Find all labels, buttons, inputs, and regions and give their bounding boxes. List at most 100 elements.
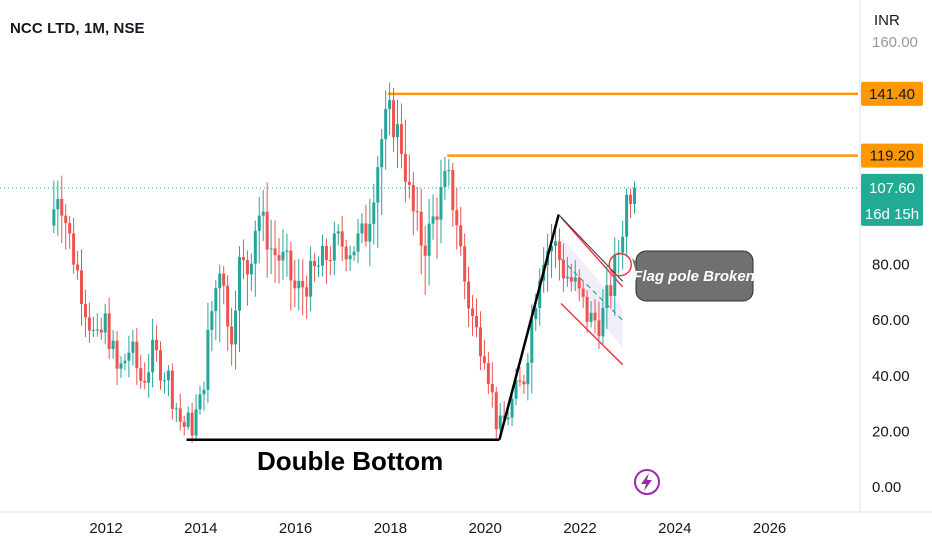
candle-up	[198, 394, 202, 410]
candle-up	[388, 100, 392, 109]
candle-up	[123, 360, 127, 364]
price-tag-label: 141.40	[869, 86, 915, 103]
price-tag-label: 119.20	[870, 148, 915, 165]
candle-up	[261, 211, 265, 216]
flag-pole-extension	[558, 214, 624, 282]
candle-down	[407, 181, 411, 185]
candle-down	[159, 350, 163, 381]
candle-down	[99, 329, 103, 333]
candle-down	[629, 194, 633, 204]
candle-up	[285, 250, 289, 252]
x-tick-label: 2014	[184, 520, 217, 537]
candle-up	[206, 330, 210, 390]
candle-up	[380, 139, 384, 168]
trend-lines[interactable]	[186, 214, 624, 441]
candle-up	[127, 352, 131, 361]
candle-down	[60, 199, 64, 216]
candle-up	[625, 194, 629, 237]
candle-down	[411, 184, 415, 212]
candle-down	[265, 211, 269, 250]
candle-down	[64, 215, 68, 224]
flag-channel-upper[interactable]	[560, 216, 624, 288]
candle-down	[403, 153, 407, 182]
candle-down	[182, 421, 186, 427]
flag-pole-line[interactable]	[498, 214, 560, 441]
candle-down	[293, 280, 297, 289]
y-tick-label: 40.00	[872, 368, 910, 385]
candle-up	[56, 199, 60, 210]
candle-up	[320, 245, 324, 266]
candle-up	[372, 202, 376, 224]
flag-channel-lower[interactable]	[560, 302, 624, 366]
candle-up	[613, 254, 617, 296]
candle-down	[455, 210, 459, 226]
price-tag-last-label: 107.60	[869, 180, 915, 197]
x-tick-label: 2020	[469, 520, 502, 537]
candle-up	[443, 170, 447, 187]
annotation-flag-pole-broken[interactable]: Flag pole Broken	[633, 268, 755, 285]
candle-down	[245, 260, 249, 275]
candle-down	[289, 250, 293, 281]
candle-down	[72, 233, 76, 265]
candle-up	[554, 241, 558, 246]
flash-icon[interactable]	[634, 469, 660, 495]
candle-up	[91, 329, 95, 331]
candle-down	[463, 246, 467, 282]
price-axis: 0.00 20.00 40.00 60.00 80.00 160.00	[859, 0, 918, 512]
candle-down	[364, 223, 368, 242]
x-tick-label: 2024	[658, 520, 691, 537]
candle-up	[356, 233, 360, 252]
candles-layer[interactable]	[52, 82, 637, 443]
x-tick-label: 2026	[753, 520, 786, 537]
candle-up	[368, 223, 372, 242]
candle-up	[131, 341, 135, 353]
candle-up	[269, 248, 273, 250]
candle-up	[498, 415, 502, 430]
candle-down	[581, 288, 585, 297]
candle-up	[336, 231, 340, 234]
candle-up	[550, 245, 554, 252]
candle-up	[506, 417, 510, 420]
candle-up	[257, 215, 261, 231]
callout-pointer	[632, 258, 636, 272]
candle-down	[241, 257, 245, 261]
symbol-title[interactable]: NCC LTD, 1M, NSE	[10, 20, 145, 37]
candle-down	[226, 285, 230, 327]
candle-down	[178, 408, 182, 422]
candle-down	[80, 270, 84, 305]
resistance-lines[interactable]	[0, 92, 858, 189]
candle-up	[348, 255, 352, 260]
candle-up	[186, 412, 190, 427]
candle-up	[249, 263, 253, 275]
candle-down	[459, 225, 463, 247]
candle-up	[234, 310, 238, 345]
callout-bubble[interactable]	[635, 250, 754, 302]
candle-up	[633, 187, 637, 204]
candle-down	[423, 245, 427, 256]
candle-up	[162, 380, 166, 382]
candle-down	[340, 231, 344, 247]
annotations[interactable]: Double Bottom Flag pole Broken	[257, 250, 755, 495]
candle-down	[561, 259, 565, 279]
currency-label[interactable]: INR	[874, 12, 900, 29]
annotation-double-bottom[interactable]: Double Bottom	[257, 446, 443, 476]
y-tick-label: 160.00	[872, 34, 918, 51]
candle-down	[518, 380, 522, 382]
candle-down	[475, 316, 479, 328]
candle-up	[214, 288, 218, 312]
candle-up	[281, 251, 285, 261]
candle-up	[538, 280, 542, 308]
candle-down	[490, 383, 494, 393]
candle-down	[135, 341, 139, 369]
candle-up	[605, 285, 609, 308]
candle-down	[522, 381, 526, 385]
price-tags: 141.40 119.20 107.60 16d 15h	[861, 81, 923, 226]
price-tag-resistance	[861, 81, 923, 106]
candle-down	[344, 246, 348, 260]
candle-up	[147, 372, 151, 383]
candle-down	[170, 370, 174, 409]
breakout-highlight[interactable]	[608, 252, 633, 277]
candle-up	[565, 277, 569, 279]
